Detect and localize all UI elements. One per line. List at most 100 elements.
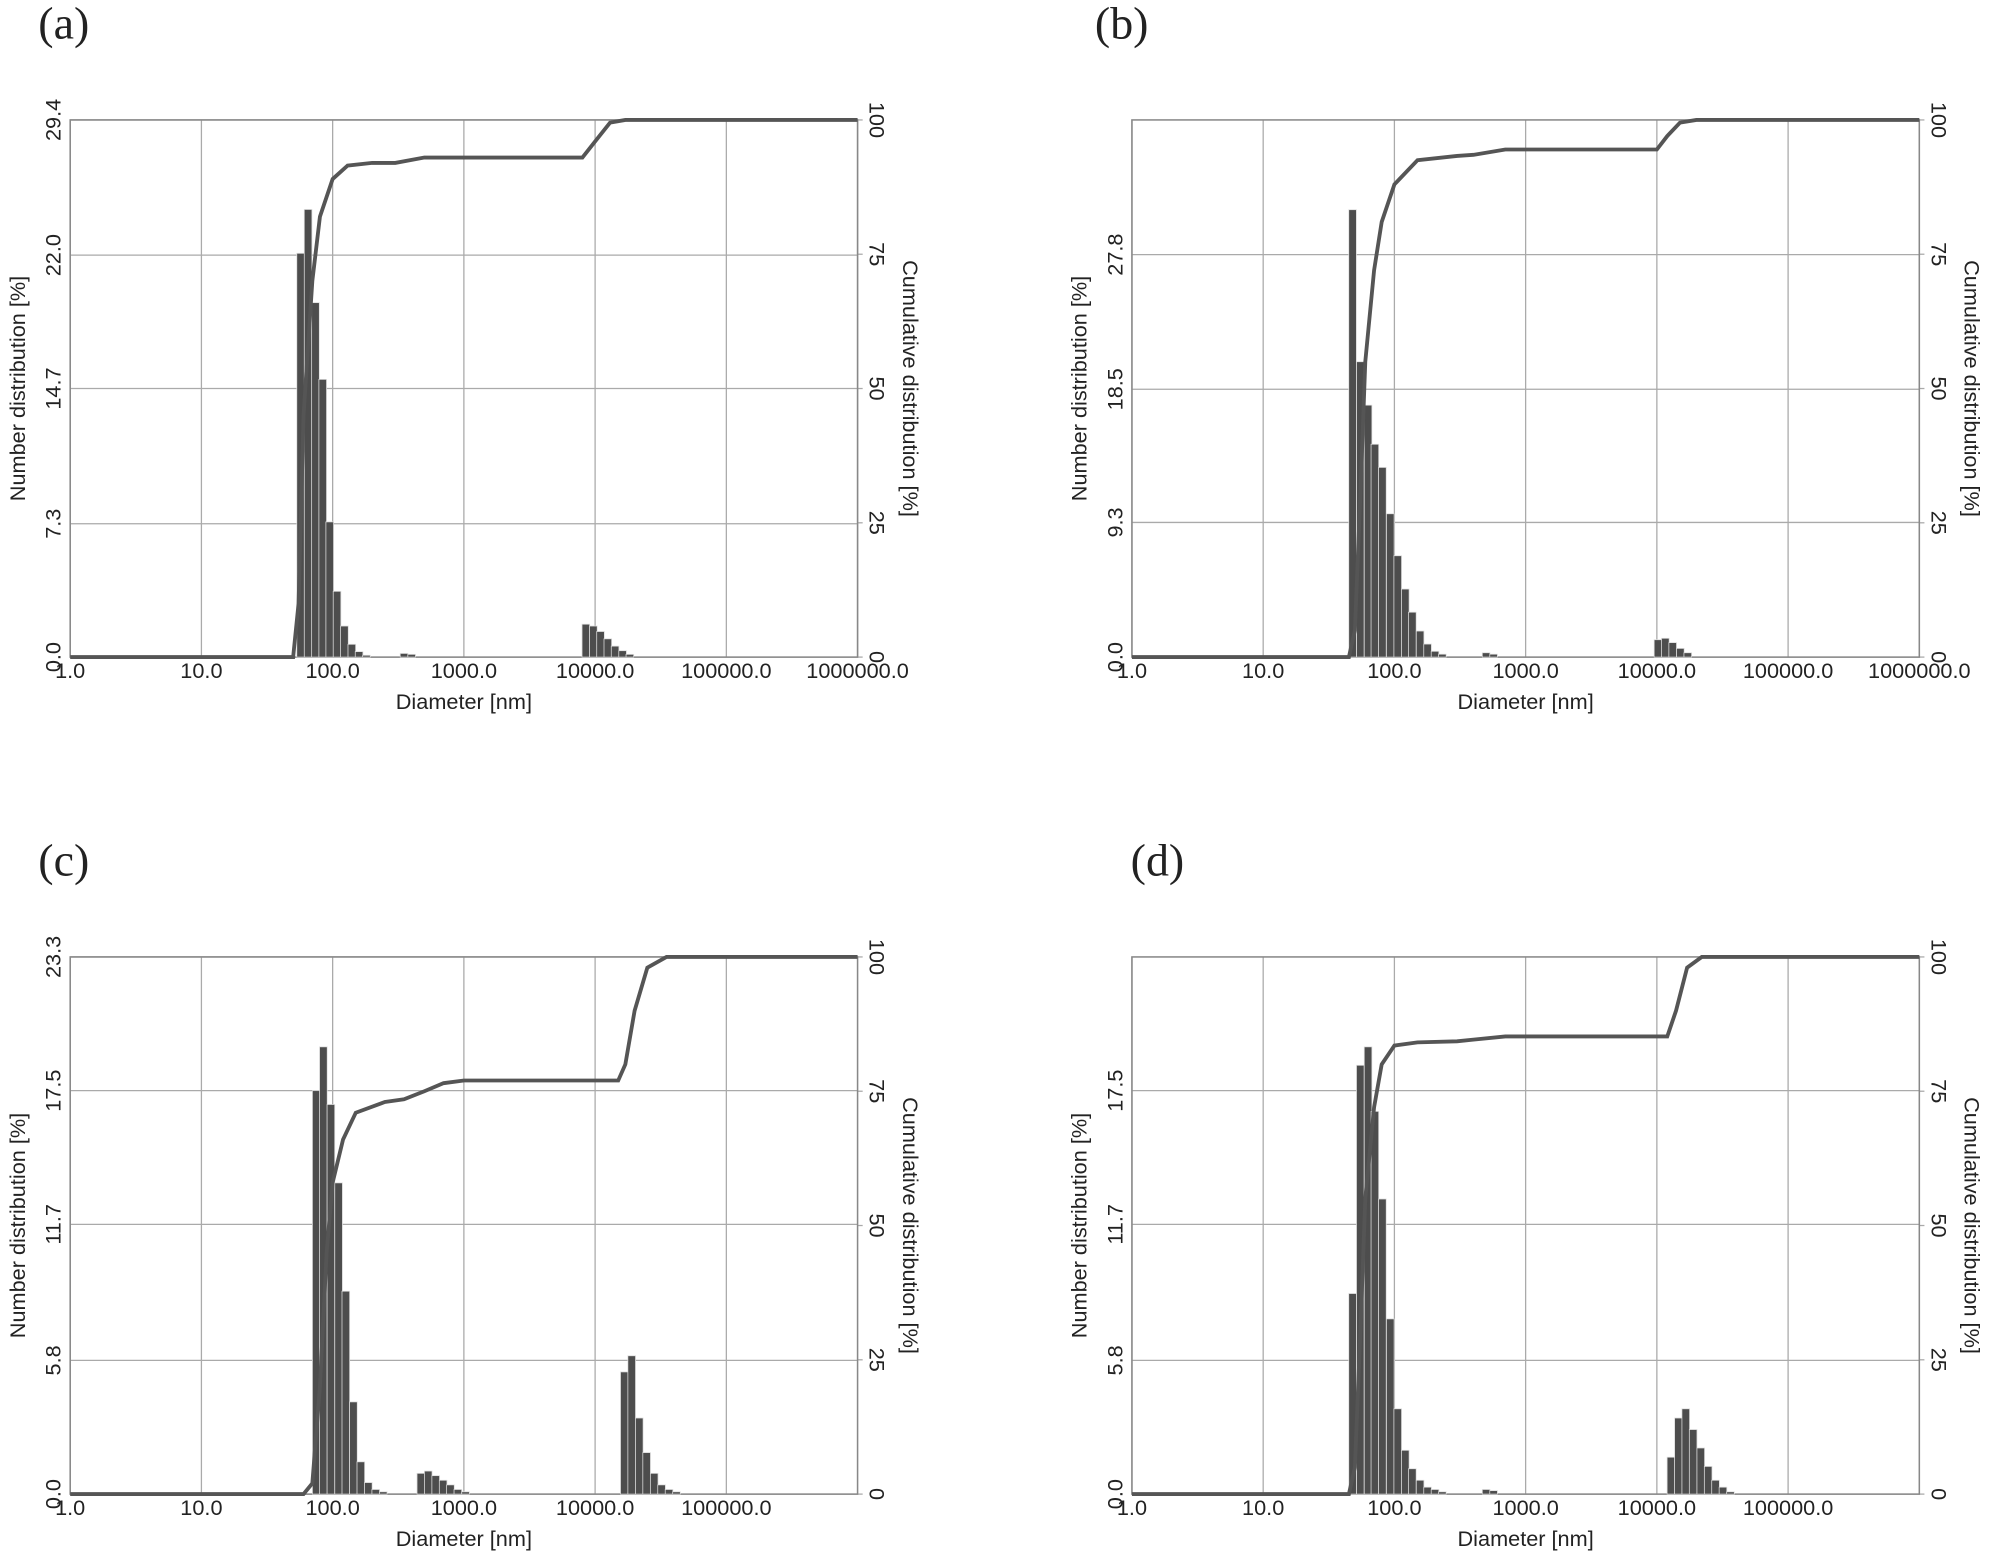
bar: [1438, 653, 1447, 658]
x-tick-label: 100000.0: [1743, 658, 1833, 683]
bar: [1408, 1468, 1417, 1495]
y2-tick-label: 75: [865, 242, 890, 266]
bar: [625, 653, 635, 658]
y-tick-label: 11.7: [41, 1204, 66, 1245]
x-tick-label: 10.0: [180, 658, 222, 683]
x-axis-label: Diameter [nm]: [1458, 1526, 1594, 1551]
plot-frame: [1131, 119, 1921, 658]
bar: [1408, 611, 1417, 658]
x-axis-label: Diameter [nm]: [396, 1526, 532, 1551]
bar: [326, 1104, 336, 1495]
bar: [303, 209, 313, 658]
y2-tick-label: 50: [1926, 1213, 1951, 1237]
bar: [354, 651, 364, 658]
x-tick-label: 10.0: [1242, 658, 1284, 683]
bar: [1370, 443, 1380, 658]
bar: [589, 625, 598, 658]
bar: [610, 645, 620, 658]
bar: [1423, 643, 1432, 658]
y2-axis-label: Cumulative distribution [%]: [898, 260, 923, 517]
x-tick-label: 1000000.0: [806, 658, 909, 683]
bar: [1481, 1489, 1491, 1495]
bar: [1696, 1447, 1705, 1495]
y-tick-label: 14.7: [41, 367, 66, 409]
bar: [332, 590, 342, 658]
y-axis-label: Number distribution [%]: [1067, 276, 1092, 501]
bar: [618, 650, 627, 658]
bar: [649, 1472, 659, 1495]
bar: [1401, 588, 1410, 658]
x-tick-label: 1000000.0: [1868, 658, 1971, 683]
bar: [581, 623, 591, 658]
bar: [1378, 467, 1387, 658]
x-tick-label: 1000.0: [1492, 658, 1558, 683]
x-tick-label: 100.0: [1367, 658, 1421, 683]
y2-tick-label: 100: [865, 939, 890, 975]
y-tick-label: 5.8: [41, 1345, 66, 1375]
bar: [1393, 555, 1402, 658]
bar: [1415, 1479, 1425, 1495]
bar: [1668, 642, 1677, 658]
bar: [407, 653, 416, 658]
x-tick-label: 100.0: [306, 658, 360, 683]
y2-tick-label: 75: [865, 1079, 890, 1103]
y2-axis-label: Cumulative distribution [%]: [1960, 1097, 1985, 1354]
bar: [311, 302, 320, 658]
x-tick-label: 1000.0: [1492, 1495, 1558, 1520]
panel-label: (c): [38, 835, 89, 886]
bar: [1703, 1466, 1713, 1495]
cumulative-line: [70, 955, 858, 1497]
bar: [371, 1489, 380, 1495]
bar: [1653, 639, 1663, 658]
panel-label: (b): [1095, 0, 1149, 49]
y-tick-label: 0.0: [41, 1479, 66, 1509]
bar: [349, 1401, 358, 1495]
bar: [1674, 1417, 1683, 1495]
plot-frame: [69, 119, 859, 658]
bar: [1666, 1456, 1676, 1495]
y-tick-label: 18.5: [1102, 368, 1127, 410]
x-tick-label: 10.0: [1242, 1495, 1284, 1520]
cumulative-line: [1131, 955, 1920, 1497]
y-tick-label: 0.0: [41, 642, 66, 672]
bar: [424, 1470, 433, 1495]
x-tick-label: 1.0: [55, 658, 85, 683]
bar: [664, 1489, 674, 1495]
y2-tick-label: 100: [1926, 939, 1951, 975]
y2-tick-label: 50: [865, 376, 890, 400]
panel-label: (d): [1131, 835, 1185, 886]
x-tick-label: 10000.0: [556, 1495, 634, 1520]
y2-tick-label: 0: [865, 651, 890, 663]
x-tick-label: 10000.0: [1618, 658, 1696, 683]
bar: [453, 1489, 463, 1495]
bar: [446, 1484, 455, 1495]
y-tick-label: 23.3: [41, 936, 66, 978]
bar: [334, 1182, 343, 1495]
cumulative-line: [1131, 118, 1920, 660]
bar: [1430, 650, 1440, 658]
bar: [1393, 1408, 1402, 1495]
bar: [340, 625, 349, 658]
x-tick-label: 100000.0: [1743, 1495, 1833, 1520]
y2-tick-label: 50: [1926, 376, 1951, 400]
y2-tick-label: 0: [1926, 1488, 1951, 1500]
y-tick-label: 17.5: [1102, 1070, 1127, 1112]
bar: [325, 521, 334, 658]
bar: [1711, 1479, 1720, 1495]
bar: [1681, 1408, 1690, 1495]
bar: [1401, 1449, 1410, 1495]
bar: [657, 1484, 666, 1495]
bar: [1489, 653, 1498, 658]
y2-tick-label: 50: [865, 1213, 890, 1237]
bar: [1386, 513, 1395, 658]
y-tick-label: 29.4: [41, 99, 66, 141]
cumulative-line: [70, 118, 858, 660]
bar: [364, 1482, 373, 1495]
bar: [1726, 1491, 1735, 1495]
bar: [1438, 1491, 1447, 1495]
bar: [362, 654, 371, 658]
bar: [1430, 1489, 1440, 1495]
bar: [438, 1479, 448, 1495]
bar: [1386, 1318, 1395, 1495]
